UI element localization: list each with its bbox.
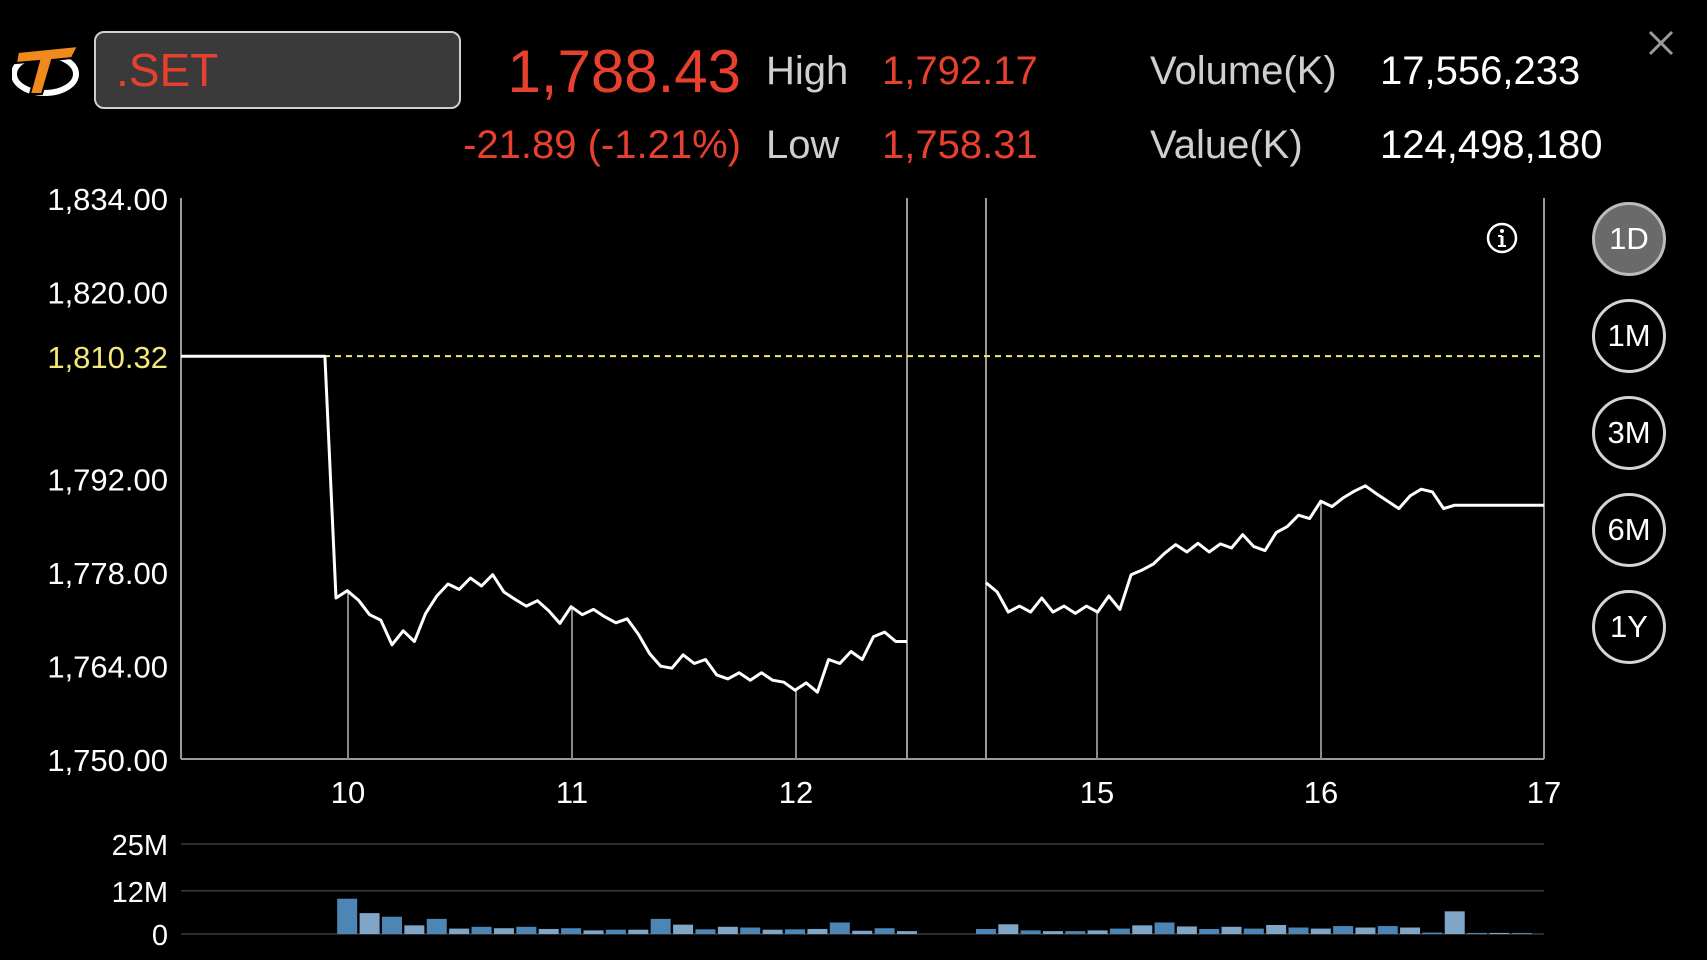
symbol-input[interactable]: .SET — [94, 31, 461, 109]
reference-label: 1,810.32 — [47, 340, 168, 375]
volume-bar — [1109, 928, 1130, 934]
volume-value: 17,556,233 — [1380, 49, 1581, 93]
volume-bar — [471, 926, 492, 934]
volume-bar — [605, 929, 626, 934]
y-tick-label: 1,778.00 — [47, 556, 168, 591]
volume-bar — [785, 929, 806, 934]
volume-bar — [874, 928, 895, 934]
volume-bar — [673, 924, 694, 934]
volume-bar — [1221, 926, 1242, 934]
volume-bar — [1154, 922, 1175, 934]
volume-bar — [404, 925, 425, 934]
period-1m-button[interactable]: 1M — [1592, 299, 1666, 373]
volume-bar — [897, 931, 917, 934]
volume-bar — [449, 928, 470, 934]
volume-bar — [829, 922, 850, 934]
volume-bar — [538, 928, 559, 934]
volume-bar — [1377, 926, 1398, 934]
low-label: Low — [766, 123, 840, 167]
low-value: 1,758.31 — [882, 123, 1038, 167]
settrade-logo — [12, 44, 80, 96]
period-6m-button[interactable]: 6M — [1592, 493, 1666, 567]
price-line — [181, 354, 907, 694]
x-tick-label: 11 — [556, 775, 588, 810]
high-label: High — [766, 49, 849, 93]
volume-bar — [998, 924, 1019, 934]
volume-bar — [1176, 926, 1197, 934]
value-value: 124,498,180 — [1380, 123, 1603, 167]
y-tick-label: 1,750.00 — [47, 743, 168, 778]
volume-bar — [740, 927, 761, 934]
volume-bar — [762, 929, 783, 934]
volume-bar — [426, 918, 447, 934]
period-1d-button[interactable]: 1D — [1592, 202, 1666, 276]
volume-bar — [359, 913, 380, 934]
x-tick-label: 17 — [1527, 775, 1561, 810]
volume-bar — [1511, 932, 1532, 934]
volume-bar — [1422, 932, 1443, 934]
x-tick-label: 16 — [1304, 775, 1338, 810]
volume-bar — [1355, 927, 1376, 934]
volume-bar — [717, 926, 738, 934]
volume-bar — [1400, 927, 1421, 934]
volume-bar — [628, 929, 649, 934]
volume-bar — [1132, 925, 1153, 934]
last-price: 1,788.43 — [507, 38, 741, 105]
volume-bar — [337, 898, 358, 934]
value-label: Value(K) — [1150, 123, 1303, 167]
volume-bar — [1243, 928, 1264, 934]
volume-bar — [1467, 932, 1488, 934]
x-tick-label: 12 — [779, 775, 813, 810]
close-icon[interactable] — [1646, 28, 1676, 58]
volume-bar — [1288, 927, 1309, 934]
volume-bar — [1042, 931, 1063, 934]
volume-bar — [1020, 930, 1041, 934]
volume-bar — [516, 926, 537, 934]
y-tick-label: 1,820.00 — [47, 276, 168, 311]
volume-bar — [583, 930, 604, 934]
volume-bar — [381, 916, 402, 934]
volume-bar — [561, 928, 582, 934]
volume-bar — [976, 928, 996, 934]
volume-bar — [1333, 926, 1354, 934]
y-tick-label: 1,764.00 — [47, 650, 168, 685]
volume-bar — [1199, 928, 1220, 934]
volume-bar — [493, 928, 514, 934]
volume-label: Volume(K) — [1150, 49, 1337, 93]
y-tick-label: 1,792.00 — [47, 463, 168, 498]
period-1y-button[interactable]: 1Y — [1592, 590, 1666, 664]
high-value: 1,792.17 — [882, 49, 1038, 93]
volume-bar — [807, 928, 828, 934]
volume-bar — [1489, 932, 1510, 934]
volume-bar — [1266, 925, 1287, 934]
volume-bar — [852, 930, 873, 934]
volume-bar — [695, 929, 716, 934]
volume-bar — [650, 918, 671, 934]
y-tick-label: 1,834.00 — [47, 182, 168, 217]
volume-tick-label: 25M — [112, 830, 168, 862]
x-tick-label: 10 — [331, 775, 365, 810]
period-3m-button[interactable]: 3M — [1592, 396, 1666, 470]
x-tick-label: 15 — [1080, 775, 1114, 810]
volume-tick-label: 0 — [152, 920, 168, 952]
price-change: -21.89 (-1.21%) — [463, 123, 741, 167]
volume-bar — [1444, 911, 1465, 934]
info-icon[interactable] — [1485, 221, 1519, 255]
price-line — [985, 484, 1544, 615]
volume-bar — [1065, 931, 1086, 934]
volume-bar — [1310, 928, 1331, 934]
volume-bar — [1087, 930, 1108, 934]
volume-tick-label: 12M — [112, 877, 168, 909]
